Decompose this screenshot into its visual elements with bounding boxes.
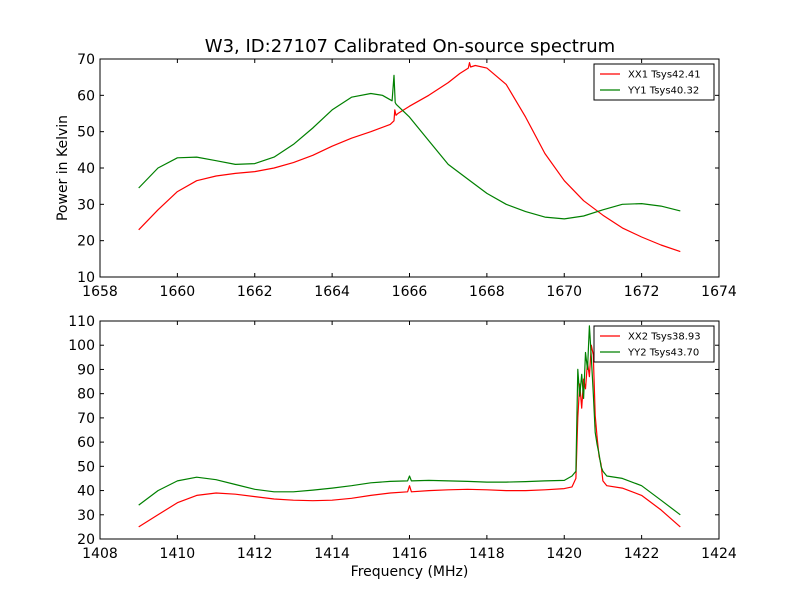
chart1-x-tick-label: 1674	[701, 284, 737, 300]
bottom-plot: 1408 1410 1412 1414 1416 1418 1420 1422 1424 20 30…	[68, 314, 737, 580]
chart1-legend: XX1 Tsys42.41 YY1 Tsys40.32	[593, 63, 715, 101]
chart1-legend-label-2: YY1 Tsys40.32	[627, 86, 699, 97]
chart1-x-tick-label: 1664	[314, 284, 350, 300]
chart2-y-tick-label: 100	[68, 338, 95, 354]
chart1-series-line-1	[138, 61, 681, 253]
chart1-x-tick-label: 1662	[237, 284, 273, 300]
chart2-y-tick-label: 40	[77, 484, 95, 500]
chart2-x-tick-label: 1410	[160, 546, 196, 562]
top-plot: 1658 1660 1662 1664 1666 1668 1670 1672 1674 10 20…	[55, 52, 737, 300]
chart1-y-tick-label: 30	[77, 197, 95, 213]
chart2-y-tick-label: 80	[77, 387, 95, 403]
chart1-x-tick-label: 1658	[82, 284, 118, 300]
chart1-legend-box	[593, 63, 715, 101]
chart2-x-tick-label: 1416	[392, 546, 428, 562]
chart2-legend-box	[593, 325, 715, 363]
chart1-legend-label-1: XX1 Tsys42.41	[628, 70, 701, 81]
chart2-y-tick-label: 90	[77, 362, 95, 378]
figure-title: W3, ID:27107 Calibrated On-source spectr…	[205, 36, 615, 57]
chart2-x-tick-label: 1414	[314, 546, 350, 562]
chart1-y-tick-label: 60	[77, 88, 95, 104]
chart2-legend: XX2 Tsys38.93 YY2 Tsys43.70	[593, 325, 715, 363]
chart2-x-tick-label: 1420	[546, 546, 582, 562]
chart1-y-axis-label: Power in Kelvin	[55, 115, 71, 221]
chart2-y-tick-label: 60	[77, 435, 95, 451]
chart1-x-tick-label: 1660	[160, 284, 196, 300]
chart2-x-tick-label: 1424	[701, 546, 737, 562]
chart2-y-tick-label: 50	[77, 459, 95, 475]
chart2-x-tick-label: 1422	[624, 546, 660, 562]
chart1-y-tick-label: 10	[77, 270, 95, 286]
chart2-y-tick-label: 110	[68, 314, 95, 330]
chart2-y-tick-label: 30	[77, 508, 95, 524]
chart2-legend-label-2: YY2 Tsys43.70	[627, 348, 699, 359]
chart2-series-line-2	[138, 325, 681, 516]
chart2-x-tick-label: 1408	[82, 546, 118, 562]
chart1-y-tick-label: 50	[77, 125, 95, 141]
chart1-y-tick-label: 40	[77, 161, 95, 177]
chart2-x-tick-label: 1412	[237, 546, 273, 562]
chart1-x-tick-label: 1666	[392, 284, 428, 300]
chart2-legend-label-1: XX2 Tsys38.93	[628, 332, 701, 343]
chart2-x-tick-label: 1418	[469, 546, 505, 562]
chart1-series-line-2	[138, 74, 681, 220]
chart1-x-tick-label: 1672	[624, 284, 660, 300]
chart1-x-tick-label: 1670	[546, 284, 582, 300]
chart1-y-tick-label: 20	[77, 234, 95, 250]
chart2-x-axis-label: Frequency (MHz)	[351, 564, 469, 580]
chart1-x-tick-label: 1668	[469, 284, 505, 300]
chart1-y-tick-label: 70	[77, 52, 95, 68]
chart2-y-tick-label: 20	[77, 532, 95, 548]
chart2-y-tick-label: 70	[77, 411, 95, 427]
